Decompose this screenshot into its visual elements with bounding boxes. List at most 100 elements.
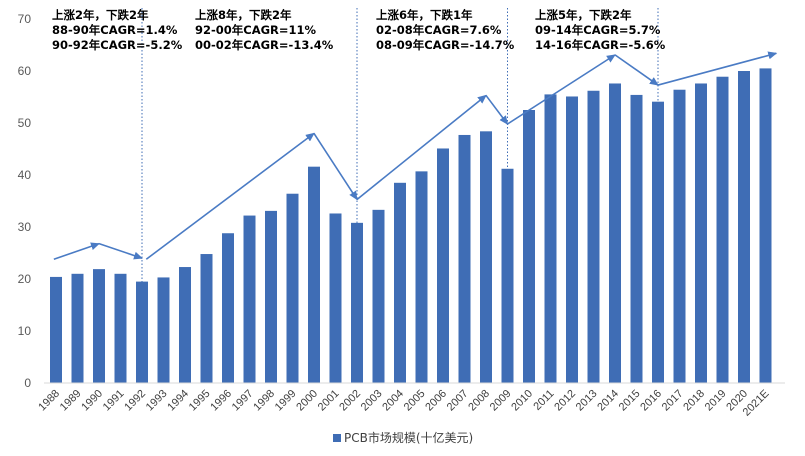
bar	[222, 233, 234, 383]
bar	[308, 166, 320, 383]
bar	[480, 131, 492, 383]
x-tick-label: 2005	[402, 388, 428, 414]
bar	[93, 269, 105, 383]
bar	[286, 193, 299, 383]
x-tick-label: 2001	[316, 388, 342, 414]
bar	[50, 276, 62, 383]
x-tick-label: 2017	[660, 388, 686, 414]
bar	[71, 273, 84, 383]
bar	[695, 83, 707, 383]
x-tick-label: 1995	[187, 388, 213, 414]
y-tick-label: 10	[18, 324, 32, 338]
x-tick-label: 1990	[79, 388, 105, 414]
x-tick-label: 2003	[359, 388, 385, 414]
x-tick-label: 1989	[58, 388, 84, 414]
trend-arrow	[507, 54, 616, 125]
bar	[652, 101, 664, 384]
x-tick-label: 2007	[445, 388, 471, 414]
y-tick-label: 0	[24, 376, 31, 390]
legend: PCB市场规模(十亿美元)	[333, 430, 473, 445]
bars-series	[50, 68, 772, 384]
bar	[609, 83, 621, 383]
x-tick-label: 2009	[488, 388, 514, 414]
y-tick-label: 60	[18, 64, 32, 78]
bar	[200, 254, 213, 383]
x-tick-label: 2006	[423, 388, 449, 414]
annotation-3-line-2: 02-08年CAGR=7.6%	[376, 23, 502, 37]
bar	[673, 89, 686, 383]
x-tick-label: 2011	[531, 388, 556, 413]
bar	[114, 273, 127, 383]
bar	[329, 213, 342, 383]
bar	[243, 215, 256, 383]
y-tick-label: 70	[18, 12, 32, 26]
annotations: 上涨2年，下跌2年 88-90年CAGR=1.4% 90-92年CAGR=-5.…	[52, 8, 666, 52]
annotation-4-line-2: 09-14年CAGR=5.7%	[535, 23, 661, 37]
trend-arrow	[98, 242, 143, 260]
annotation-2-line-3: 00-02年CAGR=-13.4%	[195, 38, 334, 52]
annotation-3-line-1: 上涨6年，下跌1年	[376, 8, 473, 22]
x-tick-label: 2016	[638, 388, 664, 414]
x-tick-label: 2002	[337, 388, 363, 414]
annotation-1-line-2: 88-90年CAGR=1.4%	[52, 23, 178, 37]
y-tick-label: 50	[18, 116, 32, 130]
bar	[523, 110, 535, 383]
annotation-3-line-3: 08-09年CAGR=-14.7%	[376, 38, 515, 52]
bar	[716, 76, 729, 383]
bar	[759, 68, 772, 384]
annotation-2-line-2: 92-00年CAGR=11%	[195, 23, 317, 37]
x-tick-label: 1999	[273, 388, 299, 414]
x-tick-label: 1988	[36, 388, 62, 414]
x-tick-label: 2018	[681, 388, 707, 414]
bar	[458, 134, 471, 383]
bar	[372, 209, 385, 383]
legend-swatch	[333, 434, 341, 442]
x-tick-label: 2008	[466, 388, 492, 414]
x-tick-label: 2010	[509, 388, 535, 414]
bar	[738, 71, 750, 383]
trend-arrow	[657, 51, 778, 86]
x-tick-label: 2012	[552, 388, 578, 414]
y-tick-label: 30	[18, 220, 32, 234]
trend-arrow	[145, 132, 315, 260]
x-tick-label: 2019	[703, 388, 729, 414]
bar	[157, 277, 170, 383]
x-tick-label: 1992	[122, 388, 148, 414]
bar	[351, 222, 363, 383]
annotation-1-line-1: 上涨2年，下跌2年	[52, 8, 149, 22]
x-tick-label: 2015	[617, 388, 643, 414]
x-tick-label: 2004	[380, 388, 406, 414]
bar	[415, 171, 428, 383]
trend-arrow	[614, 54, 659, 86]
annotation-4-line-3: 14-16年CAGR=-5.6%	[535, 38, 666, 52]
x-tick-label: 1991	[101, 388, 127, 414]
bar	[437, 148, 449, 383]
y-tick-label: 20	[18, 272, 32, 286]
x-axis: 1988198919901991199219931994199519961997…	[36, 388, 771, 419]
trend-arrow	[313, 132, 358, 201]
bar	[394, 182, 406, 383]
bar	[501, 168, 514, 383]
y-axis: 0 10 20 30 40 50 60 70	[18, 12, 32, 390]
y-tick-label: 40	[18, 168, 32, 182]
x-tick-label: 1996	[208, 388, 234, 414]
bar	[630, 94, 643, 384]
x-tick-label: 1993	[144, 388, 170, 414]
x-tick-label: 2000	[294, 388, 320, 414]
legend-label: PCB市场规模(十亿美元)	[344, 430, 473, 445]
bar	[587, 90, 600, 383]
bar	[566, 96, 578, 383]
annotation-2-line-1: 上涨8年，下跌2年	[195, 8, 292, 22]
x-tick-label: 1997	[230, 388, 256, 414]
bar	[544, 94, 557, 384]
trend-arrow	[356, 94, 487, 201]
trend-arrow	[485, 94, 509, 125]
bar	[265, 210, 277, 383]
bar	[136, 281, 148, 383]
bar	[179, 267, 191, 383]
annotation-1-line-3: 90-92年CAGR=-5.2%	[52, 38, 183, 52]
x-tick-label: 2013	[574, 388, 600, 414]
x-tick-label: 1994	[165, 388, 191, 414]
annotation-4-line-1: 上涨5年，下跌2年	[535, 8, 632, 22]
